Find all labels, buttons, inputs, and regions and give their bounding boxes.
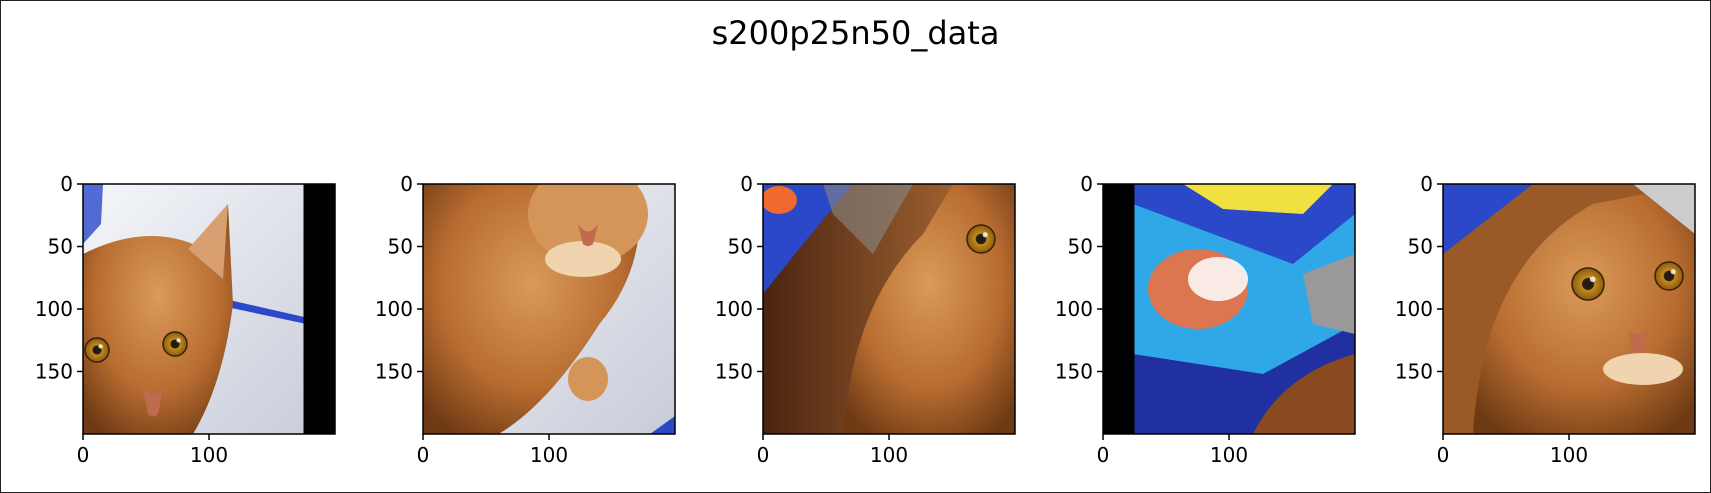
y-tick-label: 100 [375, 297, 413, 321]
cat-muzzle [545, 241, 621, 277]
blanket-stripe [203, 294, 335, 330]
cat-nose [1628, 329, 1648, 357]
background-wall [1633, 184, 1695, 234]
cat-muzzle [1603, 353, 1683, 385]
x-tick-label: 0 [1097, 443, 1110, 467]
eye-highlight [176, 338, 181, 343]
x-tick-label: 0 [757, 443, 770, 467]
y-tick-label: 50 [388, 235, 413, 259]
blanket-white [1188, 257, 1248, 301]
blanket-edge [83, 184, 103, 244]
figure-title: s200p25n50_data [711, 14, 1000, 52]
cat-eye [84, 337, 110, 363]
panel-image [83, 184, 335, 434]
cat-eye [162, 331, 188, 357]
eye-highlight [1670, 269, 1676, 275]
background-shadow [1303, 254, 1355, 334]
y-tick-label: 100 [1395, 297, 1433, 321]
y-tick-label: 50 [48, 235, 73, 259]
y-tick-label: 0 [740, 172, 753, 196]
blanket-corner [650, 416, 675, 434]
image-panel-4: 0 50 100 150 0 100 [1055, 172, 1356, 467]
y-tick-label: 0 [60, 172, 73, 196]
cat-eye [1654, 261, 1684, 291]
cat-chin [528, 184, 648, 264]
cat-nose [143, 389, 163, 417]
x-tick-label: 0 [1437, 443, 1450, 467]
blanket-pattern [763, 186, 797, 214]
y-tick-label: 100 [1055, 297, 1093, 321]
blanket-corner [1443, 184, 1533, 254]
y-tick-label: 150 [35, 360, 73, 384]
padding-bar [303, 184, 335, 434]
x-tick-label: 100 [1550, 443, 1588, 467]
y-tick-label: 100 [35, 297, 73, 321]
cat-eye [966, 224, 996, 254]
cat-paw [568, 357, 608, 401]
x-tick-label: 0 [417, 443, 430, 467]
y-tick-label: 100 [715, 297, 753, 321]
blanket-yellow [1183, 184, 1333, 214]
y-tick-label: 150 [1395, 360, 1433, 384]
image-panel-1: 0 50 100 150 0 100 [35, 172, 336, 467]
eye-highlight [982, 232, 988, 238]
x-tick-label: 100 [1210, 443, 1248, 467]
panel-image [1103, 184, 1355, 434]
cat-ear [188, 204, 228, 279]
panel-image [1443, 184, 1695, 434]
panel-image [423, 184, 675, 434]
x-tick-label: 100 [870, 443, 908, 467]
image-panel-3: 0 50 100 150 0 100 [715, 172, 1016, 467]
y-tick-label: 50 [728, 235, 753, 259]
image-panel-2: 0 50 100 150 0 100 [375, 172, 676, 467]
y-tick-label: 150 [715, 360, 753, 384]
eye-highlight [1589, 276, 1596, 283]
padding-bar [1103, 184, 1135, 434]
cat-fur [1253, 354, 1355, 434]
panel-image [763, 184, 1015, 434]
y-tick-label: 150 [375, 360, 413, 384]
cat-eye [1571, 267, 1605, 301]
y-tick-label: 150 [1055, 360, 1093, 384]
eye-highlight [98, 344, 103, 349]
y-tick-label: 50 [1408, 235, 1433, 259]
cat-head [83, 204, 233, 434]
y-tick-label: 0 [1420, 172, 1433, 196]
x-tick-label: 100 [530, 443, 568, 467]
x-tick-label: 100 [190, 443, 228, 467]
y-tick-label: 0 [1080, 172, 1093, 196]
x-tick-label: 0 [77, 443, 90, 467]
cat-nose [578, 224, 598, 246]
y-tick-label: 0 [400, 172, 413, 196]
image-panel-5: 0 50 100 150 0 100 [1395, 172, 1696, 467]
y-tick-label: 50 [1068, 235, 1093, 259]
background-shadow [823, 184, 913, 254]
